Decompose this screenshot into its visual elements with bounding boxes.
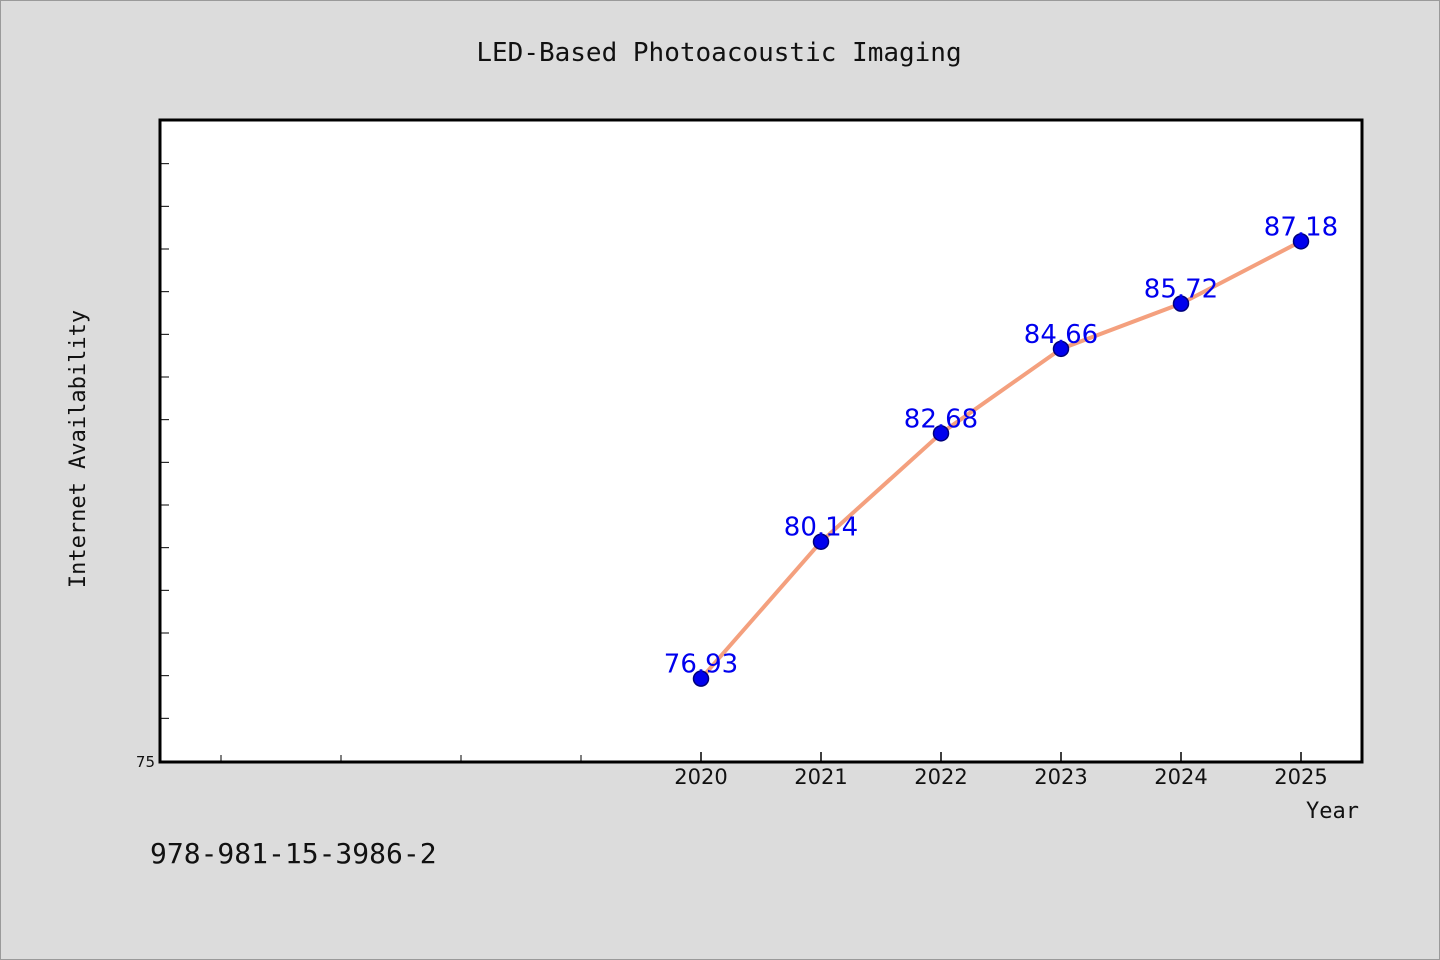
data-label: 82.68 bbox=[904, 404, 978, 434]
y-axis-label: Internet Availability bbox=[66, 310, 91, 588]
data-point bbox=[932, 425, 950, 442]
data-label: 85.72 bbox=[1144, 275, 1218, 305]
plot-area bbox=[158, 118, 1364, 764]
chart-title: LED-Based Photoacoustic Imaging bbox=[476, 38, 961, 68]
x-tick-label: 2020 bbox=[674, 765, 727, 789]
data-label: 84.66 bbox=[1024, 320, 1098, 350]
data-point bbox=[692, 670, 710, 687]
y-axis-ticks: 75 bbox=[136, 163, 169, 771]
x-axis-ticks: 2020 2021 2022 2023 2024 2025 bbox=[220, 752, 1328, 789]
x-tick-label: 2025 bbox=[1274, 765, 1327, 789]
series-line bbox=[699, 239, 1303, 681]
x-axis-label: Year bbox=[1306, 799, 1359, 824]
data-point bbox=[1172, 295, 1190, 312]
data-label: 87.18 bbox=[1264, 212, 1338, 242]
x-tick-label: 2022 bbox=[914, 765, 967, 789]
data-markers bbox=[692, 233, 1310, 687]
data-label: 80.14 bbox=[784, 513, 858, 543]
data-point bbox=[812, 533, 830, 550]
data-point bbox=[1292, 233, 1310, 250]
data-point bbox=[1052, 340, 1070, 358]
y-tick-label: 75 bbox=[136, 753, 155, 771]
x-tick-label: 2023 bbox=[1034, 765, 1087, 789]
data-label: 76.93 bbox=[664, 650, 738, 680]
data-labels: 76.93 80.14 82.68 84.66 85.72 87.18 bbox=[664, 212, 1338, 679]
x-tick-label: 2021 bbox=[794, 765, 847, 789]
isbn-text: 978-981-15-3986-2 bbox=[150, 837, 437, 870]
x-tick-label: 2024 bbox=[1154, 765, 1207, 789]
